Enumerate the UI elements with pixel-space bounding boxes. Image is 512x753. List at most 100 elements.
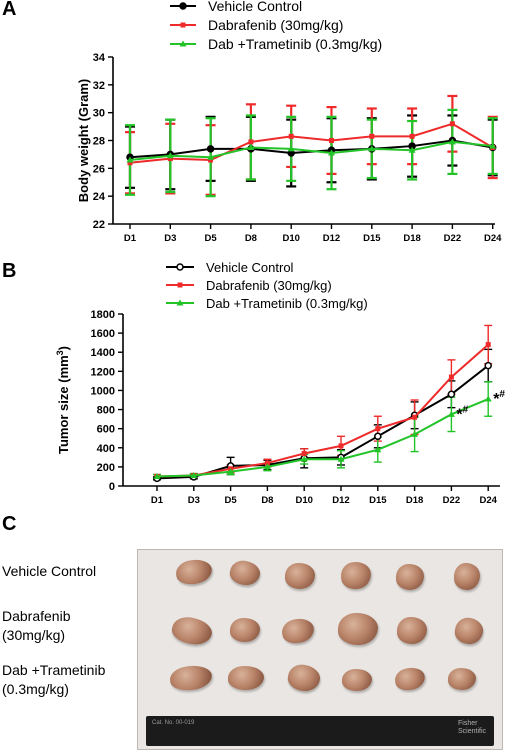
y-tick-label: 32 xyxy=(93,80,105,92)
data-point xyxy=(153,472,161,479)
series-line xyxy=(129,139,493,159)
tumor-specimen xyxy=(338,613,378,645)
x-tick-label: D5 xyxy=(205,233,218,244)
y-tick-label: 800 xyxy=(97,405,115,417)
series-line xyxy=(129,122,494,164)
data-point xyxy=(208,157,214,163)
x-tick-label: D8 xyxy=(261,495,273,506)
x-tick-label: D18 xyxy=(403,233,420,244)
legend-marker xyxy=(176,263,184,271)
ruler-brand-text-1: Fisher xyxy=(458,720,478,727)
legend-label: Dabrafenib (30mg/kg) xyxy=(206,278,332,293)
y-tick-label: 200 xyxy=(97,462,115,474)
data-point xyxy=(411,430,419,437)
data-point xyxy=(412,414,418,420)
y-tick-label: 1200 xyxy=(91,366,115,378)
y-tick-label: 26 xyxy=(93,163,105,175)
data-point xyxy=(484,395,492,402)
group-label-line: (0.3mg/kg) xyxy=(2,681,69,697)
data-point xyxy=(263,463,271,470)
data-point xyxy=(338,443,344,449)
tumor-specimen xyxy=(448,668,476,690)
tumor-specimen xyxy=(285,563,315,589)
data-point xyxy=(369,133,375,139)
y-axis-label-close: ) xyxy=(56,346,71,350)
tumor-specimen xyxy=(454,563,480,590)
tumor-size-chart: 0 200 400 600 800 1000 1200 1400 1600 1800 D1 D3 D5 D… xyxy=(55,260,505,506)
x-tick-label: D3 xyxy=(164,233,176,244)
series-line xyxy=(156,398,489,478)
y-tick-label: 600 xyxy=(97,424,115,436)
x-tick-label: D24 xyxy=(479,495,497,506)
group-label-line: Dabrafenib xyxy=(2,608,71,624)
panel-letter-a: A xyxy=(2,0,17,20)
data-point xyxy=(127,160,133,166)
legend-label: Dab +Trametinib (0.3mg/kg) xyxy=(206,296,368,311)
data-point xyxy=(337,455,345,462)
significance-mark: *# xyxy=(493,389,505,408)
x-tick-label: D18 xyxy=(406,495,423,506)
data-point xyxy=(288,133,294,139)
y-tick-label: 1600 xyxy=(91,328,115,340)
x-tick-label: D24 xyxy=(484,233,502,244)
x-tick-label: D10 xyxy=(295,495,312,506)
data-point xyxy=(248,139,254,145)
x-tick-label: D1 xyxy=(124,233,137,244)
significance-mark-sup: # xyxy=(463,404,469,415)
ruler-brand-text-2: Scientific xyxy=(458,728,487,735)
significance-mark-sup: # xyxy=(499,389,505,400)
legend-marker xyxy=(180,22,186,28)
y-tick-label: 28 xyxy=(93,136,105,148)
y-tick-label: 30 xyxy=(93,108,105,120)
x-tick-label: D15 xyxy=(363,233,381,244)
y-tick-label: 22 xyxy=(93,219,105,231)
data-point xyxy=(207,153,215,160)
data-point xyxy=(329,138,334,143)
data-point xyxy=(448,138,456,145)
y-tick-label: 0 xyxy=(109,481,115,493)
legend-marker xyxy=(179,40,187,47)
series-line xyxy=(129,140,493,161)
x-tick-label: D15 xyxy=(369,495,387,506)
data-point xyxy=(206,145,215,153)
legend-marker xyxy=(176,299,184,306)
tumor-specimen xyxy=(396,564,424,590)
panel-letter-c: C xyxy=(2,513,17,535)
data-point xyxy=(264,460,270,466)
y-tick-label: 400 xyxy=(97,443,115,455)
y-tick-label: 1400 xyxy=(91,347,115,359)
data-point xyxy=(301,451,307,457)
y-tick-label: 24 xyxy=(93,191,106,203)
data-point xyxy=(447,410,455,417)
y-tick-label: 1000 xyxy=(91,385,115,397)
group-label-line: Vehicle Control xyxy=(2,563,97,579)
data-point xyxy=(449,121,455,127)
data-point xyxy=(227,468,235,475)
group-label-line: Dab +Trametinib xyxy=(2,662,106,678)
data-point xyxy=(375,426,381,432)
legend-label: Vehicle Control xyxy=(208,0,302,14)
y-axis-label: Tumor size (mm3) xyxy=(55,346,71,454)
data-point xyxy=(447,390,456,399)
x-tick-label: D3 xyxy=(188,495,200,506)
x-tick-label: D12 xyxy=(332,495,349,506)
y-tick-label: 1800 xyxy=(91,309,115,321)
group-label-line: (30mg/kg) xyxy=(2,627,66,643)
legend-label: Dab +Trametinib (0.3mg/kg) xyxy=(208,36,382,52)
group-label-vehicle: Vehicle Control xyxy=(2,562,96,581)
tumor-specimen xyxy=(397,617,427,644)
data-point xyxy=(484,361,492,370)
body-weight-chart: 22 24 26 28 30 32 34 D1 D3 D5 D8 D10 D12 D15 D18 D22 D24… xyxy=(76,0,502,244)
tumor-specimen xyxy=(342,669,372,691)
data-point xyxy=(368,145,376,152)
series-line xyxy=(156,343,489,478)
x-tick-label: D10 xyxy=(282,233,299,244)
ruler-catalog-text: Cat. No. 00-019 xyxy=(152,720,195,726)
ruler: Cat. No. 00-019 Fisher Scientific xyxy=(146,716,494,746)
data-point xyxy=(287,145,295,152)
data-point xyxy=(374,446,382,453)
tumor-specimen xyxy=(228,666,264,690)
group-label-dabrafenib: Dabrafenib (30mg/kg) xyxy=(2,607,71,645)
significance-mark: *# xyxy=(456,404,468,423)
